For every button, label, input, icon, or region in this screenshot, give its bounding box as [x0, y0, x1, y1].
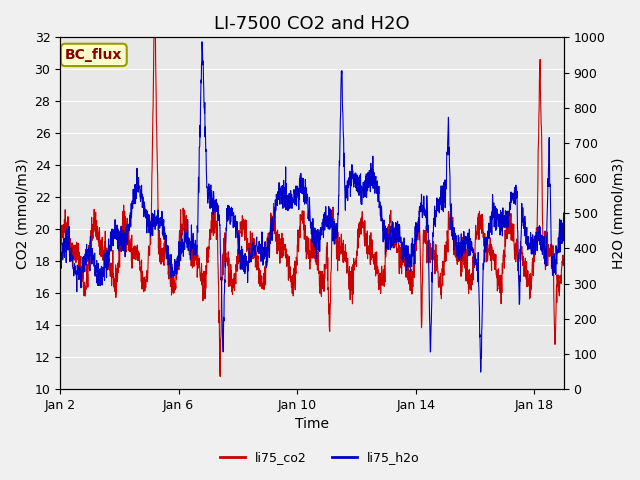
- Y-axis label: CO2 (mmol/m3): CO2 (mmol/m3): [15, 158, 29, 269]
- Text: BC_flux: BC_flux: [65, 48, 123, 62]
- Y-axis label: H2O (mmol/m3): H2O (mmol/m3): [611, 157, 625, 269]
- X-axis label: Time: Time: [295, 418, 329, 432]
- Title: LI-7500 CO2 and H2O: LI-7500 CO2 and H2O: [214, 15, 410, 33]
- Legend: li75_co2, li75_h2o: li75_co2, li75_h2o: [215, 446, 425, 469]
